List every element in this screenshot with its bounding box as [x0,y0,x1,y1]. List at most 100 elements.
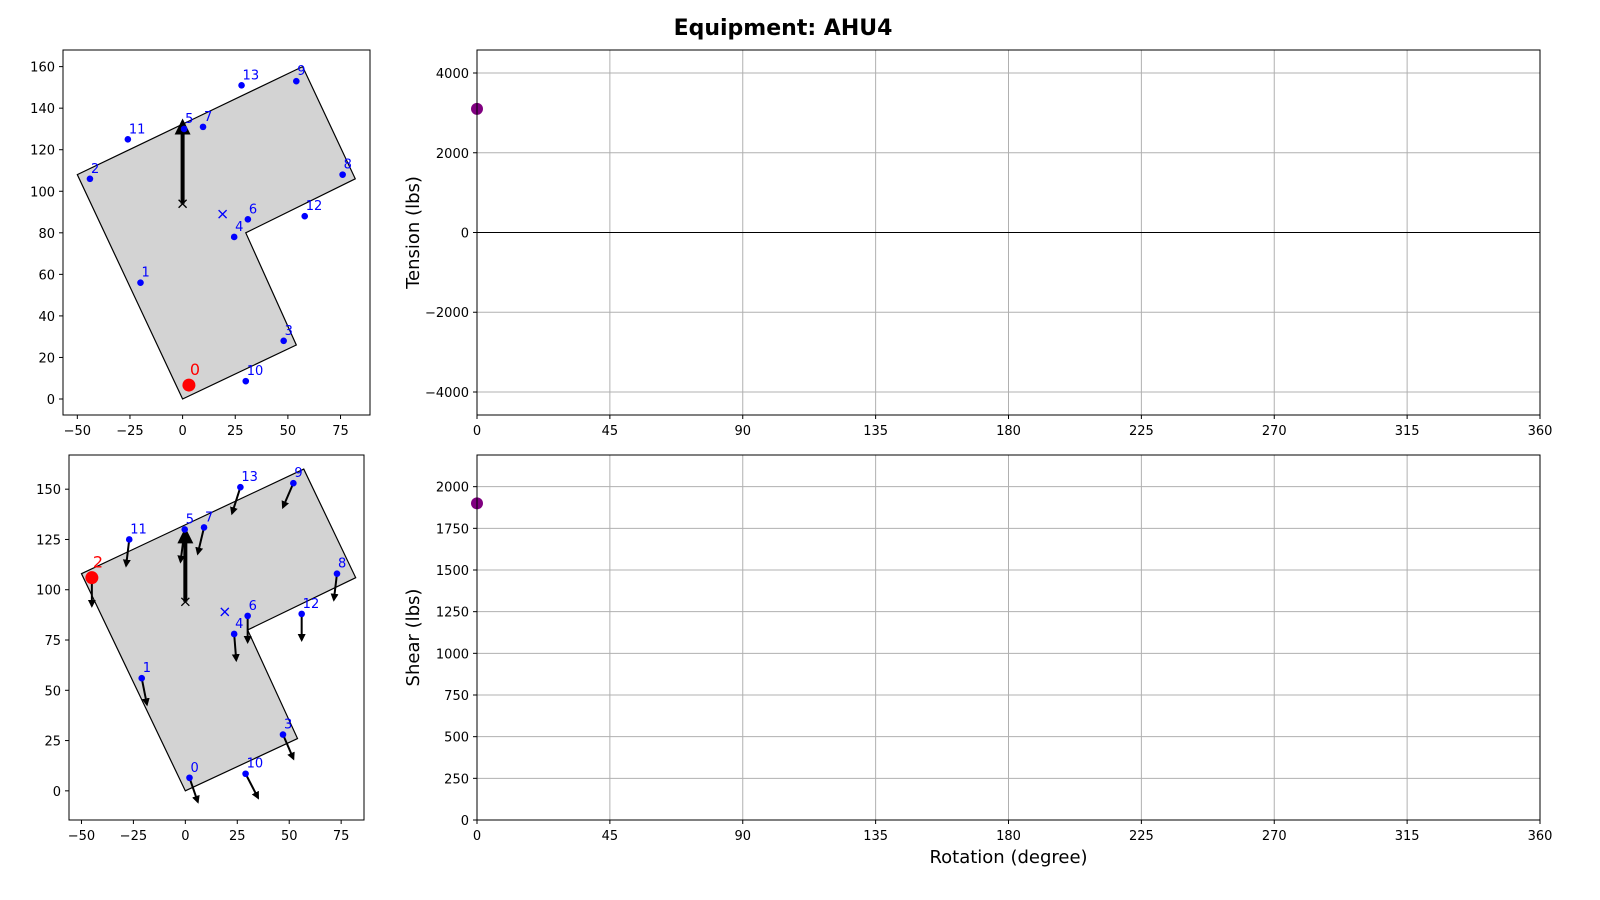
y-tick-label: 0 [461,814,469,829]
x-tick-label: 90 [734,829,751,844]
y-tick-label: 75 [44,634,61,649]
anchor-label: 2 [93,553,103,572]
force-vector [177,529,186,564]
anchor-point [138,674,146,682]
anchor-point [298,610,305,618]
anchor-label: 1 [141,266,149,281]
plot-frame [476,49,1541,416]
y-tick-label: 1750 [436,522,469,537]
plot-frame [62,49,371,416]
x-tick-label: −25 [116,424,143,439]
anchor-point [290,479,297,487]
centroid-cross [218,209,228,219]
anchor-point [199,123,207,131]
anchor-point [181,526,189,533]
x-tick-label: −25 [120,829,147,844]
y-tick-label: 150 [36,483,61,498]
x-tick-label: 315 [1395,424,1420,439]
force-vector [188,777,200,804]
force-vector [140,678,150,707]
anchor-point [244,216,252,223]
anchor-point [279,731,287,738]
anchor-label: 13 [243,68,260,83]
x-tick-label: 75 [333,829,350,844]
y-tick-label: 1000 [436,647,469,662]
y-tick-label: −4000 [425,386,469,401]
x-tick-label: 90 [734,424,751,439]
anchor-point [124,136,132,143]
x-tick-label: −50 [64,424,91,439]
anchor-label: 8 [344,158,352,173]
anchor-label: 11 [129,122,146,137]
anchor-point [237,483,244,491]
anchor-point [125,536,133,543]
x-tick-label: 45 [602,829,619,844]
force-vector [195,527,206,556]
anchor-label: 2 [91,162,99,177]
anchor-label: 9 [297,64,305,79]
anchor-label: 5 [185,112,193,127]
x-tick-label: 0 [473,424,481,439]
y-tick-label: 0 [53,785,61,800]
figure-title: Equipment: AHU4 [674,16,893,41]
force-vector [281,482,295,510]
anchor-point [293,77,300,85]
anchor-point [242,770,249,778]
anchor-point [230,233,238,241]
anchor-point [186,774,193,782]
x-tick-label: 270 [1262,829,1287,844]
anchor-point [242,377,250,385]
chart-panel: −50 −25 0 25 50 75020406080100120140160012345… [30,49,371,439]
anchor-point [333,570,341,577]
anchor-label: 8 [338,557,346,572]
equipment-outline [76,65,357,400]
y-tick-label: 250 [444,772,469,787]
y-tick-label: 2000 [436,147,469,162]
x-axis-label: Rotation (degree) [929,847,1087,868]
anchor-label: 13 [241,470,258,485]
force-vector [230,486,242,516]
x-tick-label: 270 [1262,424,1287,439]
force-vector [330,573,339,602]
y-tick-label: 500 [444,731,469,746]
force-vector [122,539,131,568]
centroid-marker [218,209,228,219]
x-tick-label: 25 [227,424,244,439]
x-tick-label: 50 [280,424,297,439]
y-tick-label: 0 [461,227,469,242]
x-tick-label: −50 [68,829,95,844]
x-tick-label: 75 [332,424,349,439]
y-tick-label: 100 [36,584,61,599]
y-tick-label: 1250 [436,606,469,621]
x-tick-label: 360 [1528,829,1553,844]
anchor-label: 4 [235,220,243,235]
force-vector [231,633,240,663]
y-tick-label: 4000 [436,67,469,82]
y-tick-label: 120 [30,144,55,159]
x-tick-label: 180 [996,424,1021,439]
x-tick-label: 135 [863,829,888,844]
y-tick-label: 25 [44,735,61,750]
y-tick-label: −2000 [425,306,469,321]
anchor-point [280,337,287,345]
anchor-point [182,378,196,392]
x-tick-label: 25 [229,829,246,844]
anchor-point [137,279,144,286]
centroid-cross [220,607,230,617]
anchor-label: 12 [306,199,323,214]
anchor-point [301,212,309,220]
anchor-label: 1 [143,661,151,676]
anchor-label: 10 [247,757,264,772]
anchor-point [85,571,99,585]
y-tick-label: 20 [38,351,55,366]
anchor-label: 3 [284,718,292,733]
anchor-point [339,171,346,178]
plot-frame [68,454,365,821]
anchor-point [230,630,238,638]
y-tick-label: 160 [30,61,55,76]
anchor-label: 5 [186,512,194,527]
anchor-label: 3 [285,324,293,339]
anchor-label: 7 [204,110,212,125]
anchor-label: 4 [235,617,243,632]
